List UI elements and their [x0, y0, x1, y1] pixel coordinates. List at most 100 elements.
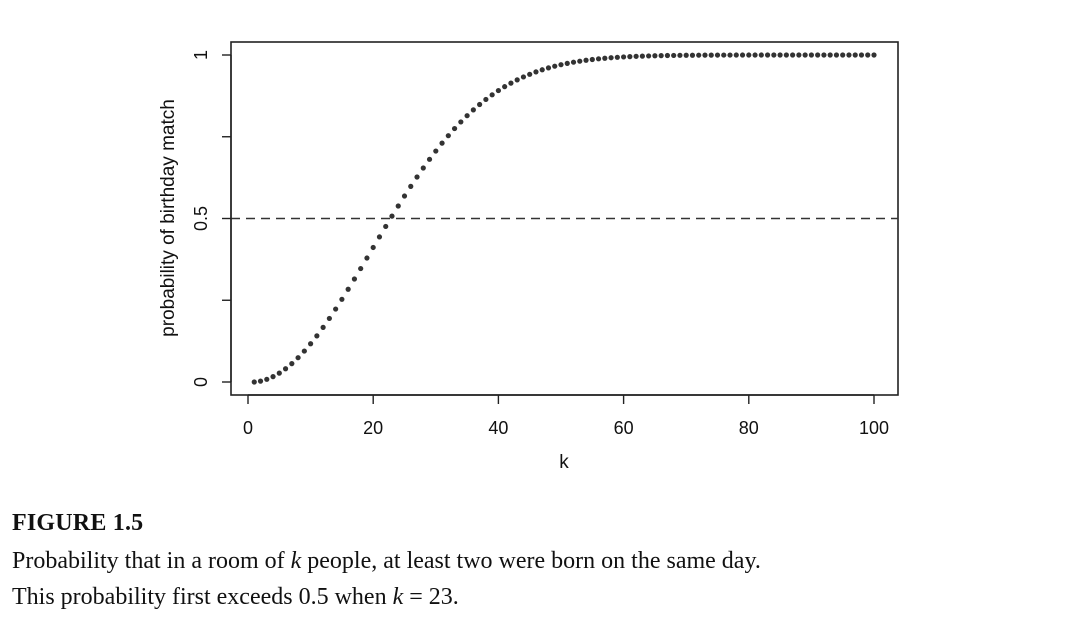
- data-point: [345, 286, 351, 292]
- data-point: [489, 92, 495, 98]
- data-point: [608, 55, 614, 61]
- data-point: [270, 374, 276, 380]
- data-point: [370, 244, 376, 251]
- data-point: [282, 366, 289, 372]
- data-point: [639, 53, 645, 59]
- x-tick-label: 100: [859, 418, 889, 438]
- data-point: [865, 52, 871, 58]
- data-point: [408, 183, 414, 189]
- x-tick-label: 40: [488, 418, 508, 438]
- figure-label: FIGURE 1.5: [12, 510, 144, 536]
- caption-text: Probability that in a room of: [12, 548, 291, 574]
- data-point: [677, 52, 683, 58]
- figure-caption: FIGURE 1.5 Probability that in a room of…: [12, 510, 1078, 615]
- data-point: [464, 113, 470, 119]
- data-point: [621, 54, 627, 60]
- data-point: [477, 101, 483, 108]
- caption-text: This probability first exceeds 0.5 when: [12, 584, 393, 610]
- data-point: [577, 58, 583, 64]
- data-point: [351, 276, 358, 282]
- data-point: [376, 234, 383, 240]
- data-point: [583, 57, 589, 63]
- y-tick-label: 0: [191, 377, 211, 387]
- data-point: [295, 355, 301, 361]
- data-point: [570, 59, 577, 65]
- data-point: [389, 213, 395, 219]
- data-point: [815, 52, 821, 58]
- data-point: [652, 53, 658, 59]
- data-point: [451, 125, 458, 132]
- x-tick-label: 0: [243, 418, 253, 438]
- data-point: [739, 52, 746, 58]
- data-point: [414, 174, 420, 180]
- data-point: [308, 341, 314, 347]
- data-point: [833, 52, 840, 58]
- data-point: [426, 156, 433, 162]
- data-point: [545, 65, 552, 71]
- data-point: [383, 223, 389, 230]
- data-point: [646, 53, 652, 59]
- data-point: [858, 52, 865, 58]
- birthday-chart: 0 20 40 60 80 100 00.51 k probability of birt…: [158, 41, 899, 473]
- caption-variable: k: [290, 548, 302, 574]
- data-point: [871, 52, 877, 58]
- data-point: [796, 52, 802, 58]
- data-point: [658, 53, 664, 59]
- data-point: [364, 255, 370, 261]
- data-point: [771, 52, 777, 58]
- data-point: [483, 96, 489, 103]
- data-point: [495, 87, 501, 94]
- data-point: [564, 60, 570, 66]
- data-point: [633, 53, 639, 59]
- data-point: [852, 52, 858, 58]
- data-point: [508, 80, 514, 86]
- y-axis: 00.51: [191, 50, 232, 387]
- data-point: [702, 52, 708, 58]
- data-point: [827, 52, 833, 58]
- data-point: [714, 52, 721, 58]
- x-axis-label: k: [559, 452, 569, 473]
- data-point: [752, 52, 758, 58]
- data-point: [595, 56, 602, 62]
- data-point: [326, 315, 332, 322]
- data-point: [846, 52, 852, 58]
- data-point: [840, 52, 846, 58]
- x-axis: 0 20 40 60 80 100: [243, 394, 889, 438]
- data-point: [289, 361, 295, 367]
- caption-text: = 23.: [403, 584, 459, 610]
- y-tick-label: 1: [191, 50, 211, 60]
- data-point: [358, 265, 364, 272]
- x-tick-label: 60: [614, 418, 634, 438]
- data-points: [251, 52, 877, 385]
- y-tick-label: 0.5: [191, 206, 211, 231]
- data-point: [777, 52, 783, 58]
- caption-text: people, at least two were born on the sa…: [301, 548, 761, 574]
- data-point: [683, 52, 689, 58]
- data-point: [533, 69, 539, 75]
- data-point: [395, 203, 401, 209]
- data-point: [790, 52, 796, 58]
- data-point: [758, 52, 764, 58]
- data-point: [420, 165, 426, 171]
- data-point: [689, 52, 696, 58]
- x-tick-label: 20: [363, 418, 383, 438]
- data-point: [539, 67, 545, 73]
- data-point: [721, 52, 727, 58]
- data-point: [627, 54, 633, 60]
- data-point: [696, 52, 702, 58]
- data-point: [470, 107, 476, 113]
- data-point: [251, 379, 257, 385]
- caption-line-2: This probability first exceeds 0.5 when …: [12, 579, 1078, 615]
- data-point: [708, 52, 714, 58]
- caption-line-1: Probability that in a room of k people, …: [12, 543, 1078, 579]
- data-point: [558, 62, 564, 68]
- data-point: [520, 74, 527, 80]
- data-point: [614, 54, 620, 60]
- data-point: [527, 71, 533, 77]
- data-point: [783, 52, 789, 58]
- data-point: [257, 378, 264, 384]
- data-point: [821, 52, 827, 58]
- data-point: [733, 52, 739, 58]
- data-point: [264, 376, 270, 382]
- data-point: [401, 193, 408, 199]
